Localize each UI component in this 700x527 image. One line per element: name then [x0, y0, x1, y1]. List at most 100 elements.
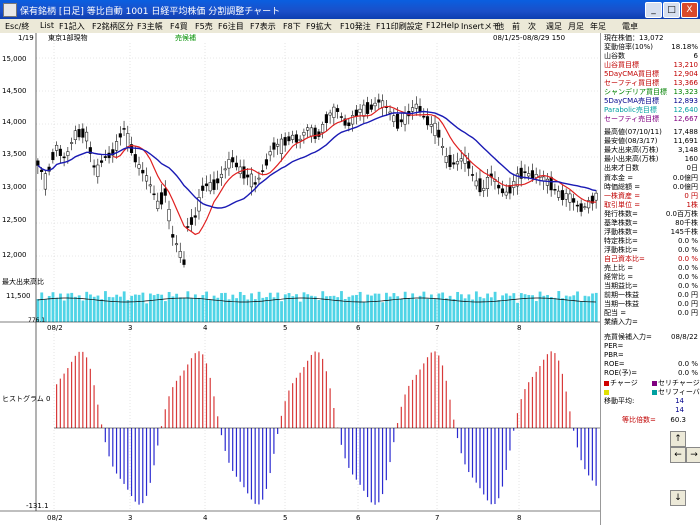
chart-area[interactable]: 1/19 東京1部現物 売候補 08/1/25-08/8/29 150 15,0…	[0, 33, 600, 525]
fundamental-value: 0.0 %	[677, 246, 698, 254]
candle-body	[313, 127, 317, 139]
menu-item-other[interactable]: 他	[496, 22, 504, 31]
candle-body	[373, 102, 377, 107]
volume-bar	[474, 291, 478, 322]
info-panel: 現在株価：13,072 変動倍率(10%) 18.18% 山谷数 6 山谷買目標 13,21…	[600, 33, 700, 525]
maximize-button[interactable]: □	[663, 2, 680, 18]
menu-item-monthly[interactable]: 月足	[568, 22, 584, 31]
fundamental-label: 資本金 =	[604, 174, 634, 182]
menu-item-f6[interactable]: F6注目	[218, 22, 244, 31]
moving-average-long	[37, 110, 597, 209]
candle-body	[298, 138, 302, 141]
menu-item-calculator[interactable]: 電卓	[622, 22, 638, 31]
menu-item-prev[interactable]: 前	[512, 22, 520, 31]
moving-average-value-2: 14	[675, 406, 684, 414]
scroll-right-button[interactable]: →	[686, 447, 700, 463]
menu-item-weekly[interactable]: 週足	[546, 22, 562, 31]
volume-bar	[493, 291, 497, 322]
volume-bar	[317, 300, 321, 322]
menu-item-f9[interactable]: F9拡大	[306, 22, 332, 31]
scroll-up-button[interactable]: ↑	[670, 431, 686, 447]
volume-bar	[295, 294, 298, 322]
volume-bar	[546, 294, 549, 322]
volume-bar	[85, 291, 89, 322]
candle-body	[545, 178, 549, 186]
menu-item-f10[interactable]: F10発注	[340, 22, 371, 31]
volume-bar	[96, 295, 100, 322]
stock-info-row: Parabolic売目標 12,640	[604, 106, 698, 115]
candle-body	[482, 187, 486, 191]
sell-fever-label: セリフィーバー	[658, 388, 700, 396]
volume-bar	[422, 291, 426, 322]
volume-average-line	[37, 297, 596, 303]
menu-item-esc[interactable]: Esc/終	[5, 22, 30, 31]
menu-item-f5[interactable]: F5売	[195, 22, 213, 31]
candle-body	[339, 116, 343, 118]
signal-label: 売候補	[175, 33, 196, 42]
fundamental-value: 80千株	[675, 219, 698, 227]
volume-bar	[167, 291, 171, 322]
fundamental-label: 売上比 =	[604, 264, 634, 272]
candle-body	[354, 109, 358, 117]
volume-bar	[242, 295, 246, 322]
candle-body	[261, 170, 265, 172]
volume-bar	[178, 297, 182, 322]
volume-bar	[107, 296, 111, 322]
month-label: 4	[203, 324, 208, 332]
volume-bar	[482, 298, 486, 322]
volume-bar	[426, 298, 430, 322]
candle-body	[594, 192, 598, 201]
candlestick-series	[36, 93, 598, 268]
histogram-bars	[56, 351, 597, 505]
candle-body	[309, 127, 313, 137]
volume-bar	[403, 291, 407, 322]
volume-bar	[516, 302, 519, 322]
menu-item-f8[interactable]: F8下	[283, 22, 301, 31]
volume-bar	[497, 300, 501, 322]
month-label: 8	[517, 514, 521, 522]
candle-body	[58, 148, 62, 156]
volume-bar	[100, 299, 104, 322]
menu-item-f1[interactable]: F1記入	[59, 22, 85, 31]
fundamental-row: 基準株数= 80千株	[604, 219, 698, 228]
minimize-button[interactable]: _	[645, 2, 662, 18]
volume-bar	[253, 299, 257, 322]
volume-bar	[568, 296, 572, 322]
volume-bars	[36, 291, 598, 322]
market-name: 東京1部現物	[48, 33, 87, 42]
menu-item-f2[interactable]: F2銘柄区分	[92, 22, 134, 31]
price-stats-row: 最小出来高(万株) 160	[604, 155, 698, 164]
stock-info-row: 山谷買目標 13,210	[604, 61, 698, 70]
menu-item-f3[interactable]: F3主帳	[137, 22, 163, 31]
legend-row-1: チャージ セリチャージ	[604, 379, 700, 388]
candle-body	[452, 162, 456, 165]
candle-body	[590, 195, 594, 204]
volume-bar	[291, 296, 295, 322]
candle-body	[328, 112, 332, 116]
candle-body	[186, 226, 190, 228]
menu-item-insert[interactable]: Insertメモ	[461, 22, 500, 31]
month-label: 6	[356, 514, 361, 522]
menu-item-next[interactable]: 次	[528, 22, 536, 31]
volume-bar	[332, 295, 336, 322]
menu-item-f12[interactable]: F12Help	[426, 21, 460, 30]
volume-bar	[152, 295, 156, 322]
stock-chart[interactable]: 1/19 東京1部現物 売候補 08/1/25-08/8/29 150 15,0…	[0, 33, 600, 525]
menu-item-f4[interactable]: F4買	[170, 22, 188, 31]
menu-item-f7[interactable]: F7表示	[250, 22, 276, 31]
volume-bar	[238, 291, 242, 322]
volume-bar	[119, 296, 122, 322]
menu-item-yearly[interactable]: 年足	[590, 22, 606, 31]
scroll-down-button[interactable]: ↓	[670, 490, 686, 506]
scroll-left-button[interactable]: ←	[670, 447, 686, 463]
candle-body	[144, 175, 149, 182]
candle-body	[51, 152, 55, 160]
candle-body	[369, 104, 373, 110]
menu-item-list[interactable]: List	[40, 21, 54, 30]
menu-item-f11[interactable]: F11印刷設定	[376, 22, 423, 31]
volume-bar	[302, 292, 306, 322]
volume-bar	[444, 298, 448, 322]
close-button[interactable]: X	[681, 2, 698, 18]
volume-bar	[328, 296, 332, 322]
volume-bar	[246, 299, 250, 322]
